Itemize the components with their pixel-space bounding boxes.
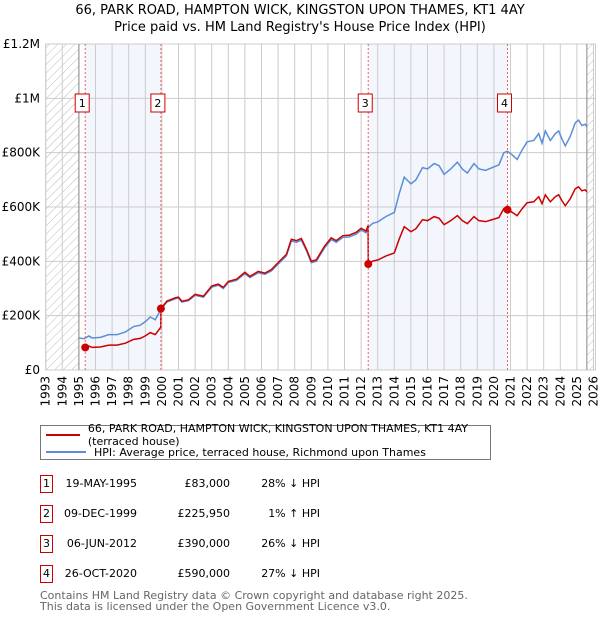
transaction-hpi: 27% ↓ HPI <box>261 567 320 580</box>
x-tick-label: 1993 <box>39 376 53 407</box>
sale-label-box <box>150 93 166 113</box>
x-tick-label: 2016 <box>421 376 435 407</box>
y-tick-label: £200K <box>2 309 42 323</box>
x-tick-label: 2015 <box>404 376 418 407</box>
sale-point <box>81 343 90 352</box>
legend-label-property: 66, PARK ROAD, HAMPTON WICK, KINGSTON UP… <box>87 422 469 448</box>
sale-label-box <box>74 93 90 113</box>
x-tick-label: 2023 <box>537 376 551 407</box>
transaction-price: £590,000 <box>177 567 231 580</box>
x-tick-label: 2001 <box>172 376 186 407</box>
x-tick-label: 2007 <box>271 376 285 407</box>
transaction-row: 4 26-OCT-2020 £590,000 27% ↓ HPI <box>0 565 600 583</box>
transaction-number: 4 <box>40 565 53 583</box>
x-tick-label: 2019 <box>470 376 484 407</box>
transaction-date: 09-DEC-1999 <box>63 507 137 520</box>
footer-licence: This data is licensed under the Open Gov… <box>40 600 391 613</box>
transaction-hpi: 26% ↓ HPI <box>261 537 320 550</box>
sale-label-box <box>497 93 513 113</box>
transaction-date: 26-OCT-2020 <box>64 567 137 580</box>
transaction-price: £390,000 <box>177 537 231 550</box>
x-tick-label: 2017 <box>437 376 451 407</box>
legend-swatch-red <box>46 434 80 436</box>
transaction-date: 06-JUN-2012 <box>66 537 137 550</box>
x-tick-label: 2000 <box>155 376 169 407</box>
x-tick-label: 1994 <box>55 376 69 407</box>
x-tick-label: 2006 <box>255 376 269 407</box>
x-tick-label: 2002 <box>188 376 202 407</box>
transaction-row: 2 09-DEC-1999 £225,950 1% ↑ HPI <box>0 505 600 523</box>
sale-label: 1 <box>79 97 86 110</box>
x-tick-label: 2011 <box>338 376 352 407</box>
sale-point <box>503 205 512 214</box>
transaction-number: 3 <box>40 535 53 553</box>
transaction-price: £83,000 <box>184 477 231 490</box>
x-tick-label: 1995 <box>72 376 86 407</box>
x-tick-label: 2018 <box>454 376 468 407</box>
x-tick-label: 2012 <box>354 376 368 407</box>
chart-subtitle: Price paid vs. HM Land Registry's House … <box>114 20 486 35</box>
x-tick-label: 2003 <box>205 376 219 407</box>
legend-swatch-blue <box>46 451 86 453</box>
legend-item-property: 66, PARK ROAD, HAMPTON WICK, KINGSTON UP… <box>46 422 490 448</box>
price-paid-line <box>84 185 588 349</box>
sale-point <box>156 304 165 313</box>
price-chart: 1 2 3 4 1993 1994 1995 1996 1997 1998 1999 2000 2001… <box>2 37 600 407</box>
footer-copyright: Contains HM Land Registry data © Crown c… <box>40 589 468 602</box>
x-tick-label: 2014 <box>387 376 401 407</box>
legend-label-hpi: HPI: Average price, terraced house, Rich… <box>94 445 426 459</box>
sale-label-box <box>357 93 373 113</box>
legend: 66, PARK ROAD, HAMPTON WICK, KINGSTON UP… <box>40 422 491 460</box>
transaction-date: 19-MAY-1995 <box>65 477 137 490</box>
x-tick-label: 2004 <box>221 376 235 407</box>
transaction-hpi: 1% ↑ HPI <box>268 507 320 520</box>
transaction-number: 1 <box>40 475 53 493</box>
y-tick-label: £1.2M <box>3 37 40 51</box>
y-tick-label: £600K <box>2 200 42 214</box>
x-tick-label: 2010 <box>321 376 335 407</box>
y-tick-label: £800K <box>2 146 42 160</box>
x-tick-label: 2005 <box>238 376 252 407</box>
sale-point <box>364 260 373 269</box>
x-tick-label: 1998 <box>122 376 136 407</box>
y-tick-label: £400K <box>2 254 42 268</box>
x-tick-label: 2021 <box>504 376 518 407</box>
legend-item-hpi: HPI: Average price, terraced house, Rich… <box>46 444 426 460</box>
hpi-line <box>78 118 588 340</box>
transaction-row: 3 06-JUN-2012 £390,000 26% ↓ HPI <box>0 535 600 553</box>
sale-label: 2 <box>154 97 161 110</box>
y-tick-label: £0 <box>25 363 40 377</box>
transaction-row: 1 19-MAY-1995 £83,000 28% ↓ HPI <box>0 475 600 493</box>
x-tick-label: 2020 <box>487 376 501 407</box>
transaction-hpi: 28% ↓ HPI <box>261 477 320 490</box>
x-tick-label: 2025 <box>570 376 584 407</box>
sale-label: 3 <box>362 97 369 110</box>
x-tick-label: 1999 <box>138 376 152 407</box>
x-tick-label: 2022 <box>520 376 534 407</box>
x-tick-label: 2026 <box>587 376 600 407</box>
transaction-number: 2 <box>40 505 53 523</box>
transaction-price: £225,950 <box>177 507 231 520</box>
x-tick-label: 2013 <box>371 376 385 407</box>
x-tick-label: 2024 <box>553 376 567 407</box>
y-tick-label: £1M <box>14 91 40 105</box>
x-tick-label: 1997 <box>105 376 119 407</box>
x-tick-label: 2008 <box>288 376 302 407</box>
x-tick-label: 2009 <box>304 376 318 407</box>
chart-title: 66, PARK ROAD, HAMPTON WICK, KINGSTON UP… <box>75 3 525 18</box>
x-tick-label: 1996 <box>89 376 103 407</box>
sale-label: 4 <box>501 97 508 110</box>
